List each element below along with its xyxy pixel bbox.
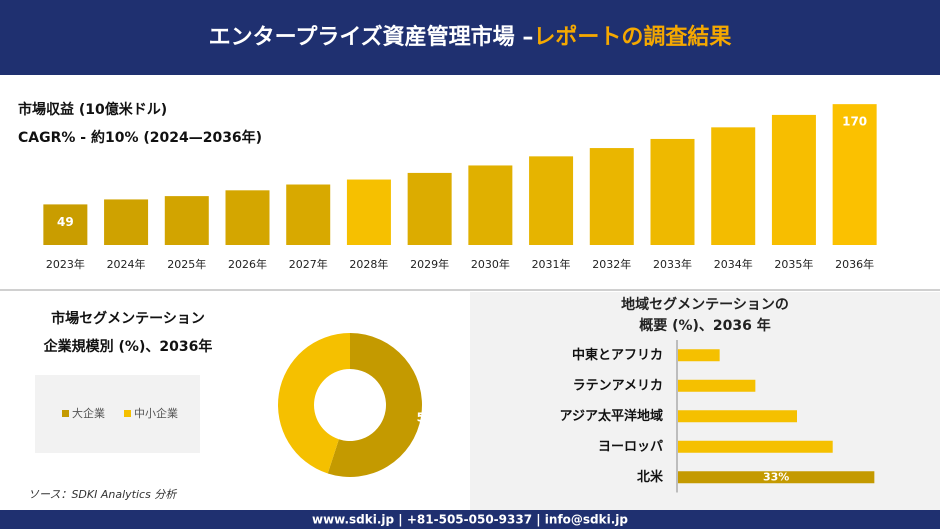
category-label: アジア太平洋地域 — [560, 408, 663, 424]
x-tick-label: 2034年 — [714, 257, 753, 271]
bar — [678, 471, 875, 484]
header-band — [0, 0, 940, 75]
bar — [711, 127, 756, 245]
footer-band — [0, 510, 940, 529]
x-tick-label: 2030年 — [471, 257, 510, 271]
donut-segment — [278, 333, 350, 474]
chart-title: 市場収益 (10億米ドル) — [18, 101, 167, 118]
x-tick-label: 2027年 — [289, 257, 328, 271]
category-label: ラテンアメリカ — [573, 378, 663, 393]
category-label: ヨーロッパ — [598, 439, 663, 454]
footer: www.sdki.jp | +81-505-050-9337 | info@sd… — [312, 513, 628, 527]
x-tick-label: 2032年 — [592, 257, 631, 271]
x-tick-label: 2036年 — [835, 257, 874, 271]
legend-label: 大企業 — [72, 406, 105, 420]
x-tick-label: 2035年 — [774, 257, 813, 271]
x-tick-label: 2026年 — [228, 257, 267, 271]
bar — [286, 184, 331, 245]
bar — [43, 204, 88, 245]
header-title-highlight: レポートの調査結果 — [533, 24, 731, 50]
bar — [468, 165, 513, 245]
x-tick-label: 2033年 — [653, 257, 692, 271]
legend-swatch — [124, 410, 131, 417]
x-tick-label: 2023年 — [46, 257, 85, 271]
header-title-main: エンタープライズ資産管理市場 – — [209, 24, 534, 50]
legend-label: 中小企業 — [134, 406, 178, 420]
bar — [225, 190, 270, 245]
bar — [346, 179, 391, 245]
chart-subtitle: CAGR% - 約10% (2024—2036年) — [18, 129, 262, 146]
category-label: 中東とアフリカ — [572, 347, 663, 363]
value-label: 170 — [842, 115, 867, 129]
category-label: 北米 — [637, 469, 664, 485]
bar — [650, 138, 695, 245]
value-label: 55% — [417, 410, 446, 424]
bar — [832, 104, 877, 246]
chart-title: 市場セグメンテーション — [51, 310, 205, 327]
bar — [164, 196, 209, 245]
value-label: 49 — [57, 215, 74, 229]
header-title: エンタープライズ資産管理市場 –レポートの調査結果 — [209, 24, 732, 50]
chart-subtitle: 概要 (%)、2036 年 — [639, 317, 771, 334]
x-tick-label: 2031年 — [532, 257, 571, 271]
bar — [678, 349, 720, 362]
source: ソース：SDKI Analytics 分析 — [28, 488, 178, 501]
bar — [589, 148, 634, 245]
bar — [678, 379, 756, 392]
legend-swatch — [62, 410, 69, 417]
x-tick-label: 2028年 — [349, 257, 388, 271]
x-tick-label: 2025年 — [167, 257, 206, 271]
bar — [678, 440, 833, 453]
bar — [678, 410, 797, 423]
x-tick-label: 2024年 — [107, 257, 146, 271]
x-tick-label: 2029年 — [410, 257, 449, 271]
bar — [407, 172, 452, 245]
bar — [771, 114, 816, 246]
bar — [104, 199, 149, 245]
bar — [529, 156, 574, 245]
chart-title: 地域セグメンテーションの — [621, 296, 789, 313]
chart-subtitle: 企業規模別 (%)、2036年 — [43, 338, 213, 355]
value-label: 33% — [763, 470, 789, 483]
donut-segment — [327, 333, 423, 478]
